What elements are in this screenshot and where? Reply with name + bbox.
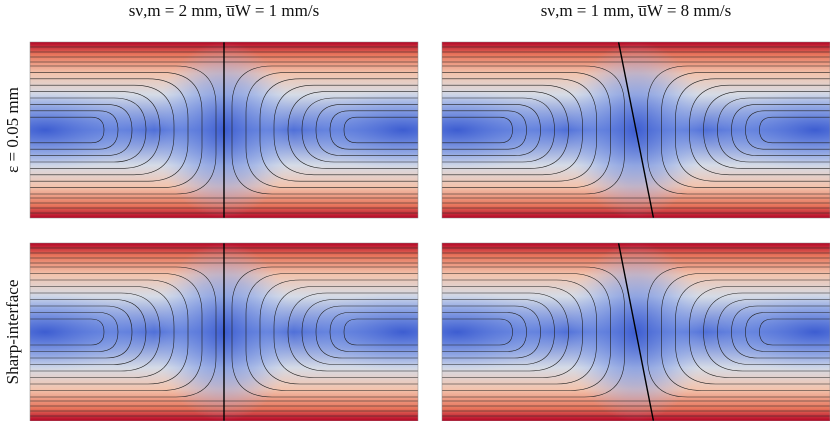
field-blob: [705, 90, 830, 170]
column-title: sν,m = 1 mm, u̅W = 8 mm/s: [541, 1, 731, 20]
flow-panel: [442, 42, 830, 218]
field-blob: [30, 292, 155, 372]
row-label: ε = 0.05 mm: [3, 87, 22, 173]
flow-panel: [442, 243, 830, 421]
field-blob: [705, 292, 830, 372]
field-blob: [30, 90, 155, 170]
streamlines: [442, 247, 830, 417]
field-blob: [293, 292, 418, 372]
flow-panel: [30, 243, 418, 421]
flow-panel: [30, 42, 418, 218]
row-label: Sharp-interface: [3, 280, 22, 385]
interface: [617, 243, 655, 421]
field-blob: [442, 90, 567, 170]
interface: [617, 42, 655, 218]
field-blob: [293, 90, 418, 170]
panel-frame: [441, 41, 830, 219]
field-blob: [442, 292, 567, 372]
column-title: sν,m = 2 mm, u̅W = 1 mm/s: [129, 1, 319, 20]
streamlines: [442, 46, 830, 214]
panel-frame: [29, 41, 419, 219]
